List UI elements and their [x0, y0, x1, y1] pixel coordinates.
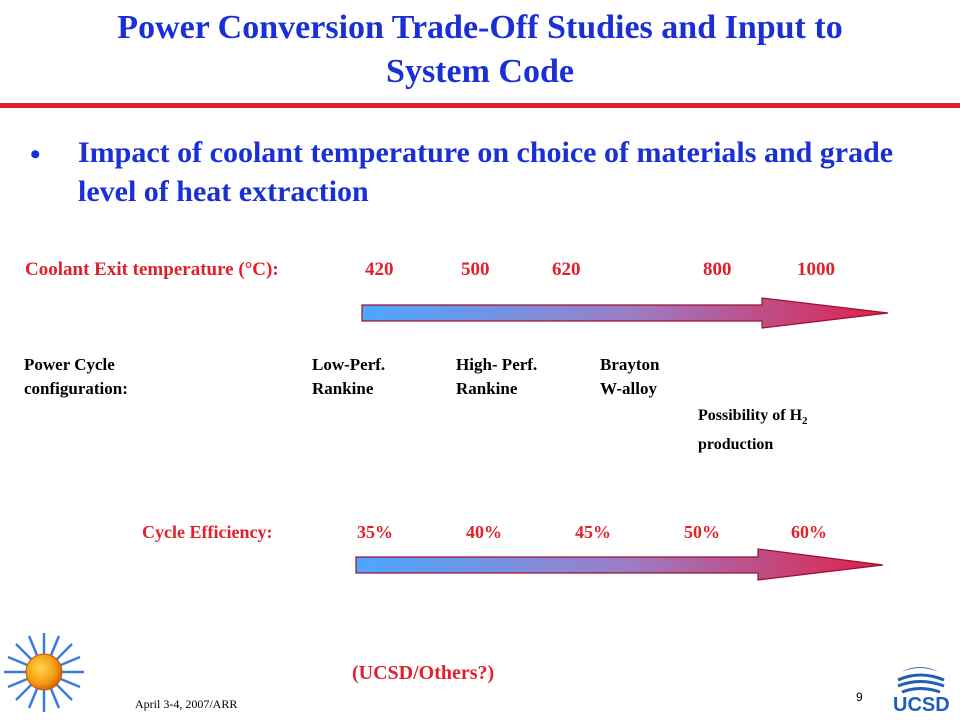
ucsd-logo-icon	[897, 667, 945, 694]
config-line2: Rankine	[312, 379, 374, 398]
config-high-perf-rankine: High- Perf. Rankine	[456, 353, 537, 401]
temp-620: 620	[552, 259, 581, 280]
config-line1: Low-Perf.	[312, 355, 386, 374]
h2-text: Possibility of H	[698, 407, 803, 424]
efficiency-label: Cycle Efficiency:	[142, 522, 273, 542]
h2-production-note: Possibility of H2 production	[698, 404, 808, 457]
power-cycle-label-line2: configuration:	[24, 379, 128, 398]
slide-title: Power Conversion Trade-Off Studies and I…	[0, 6, 960, 94]
bullet-marker: •	[30, 138, 41, 171]
eff-60: 60%	[791, 522, 827, 542]
ucsd-others-note: (UCSD/Others?)	[352, 662, 495, 684]
h2-line1: Possibility of H2	[698, 404, 808, 433]
temp-1000: 1000	[797, 259, 835, 280]
bullet-text: Impact of coolant temperature on choice …	[78, 136, 894, 208]
temp-800: 800	[703, 259, 732, 280]
eff-40: 40%	[466, 522, 502, 542]
page-number: 9	[856, 690, 863, 704]
temperature-arrow	[361, 297, 889, 329]
config-line1: Brayton	[600, 355, 660, 374]
title-line-2: System Code	[386, 53, 574, 90]
ucsd-logo-text: UCSD	[893, 694, 950, 716]
temp-500: 500	[461, 259, 490, 280]
footer-date: April 3-4, 2007/ARR	[135, 697, 238, 711]
h2-subscript: 2	[802, 415, 808, 428]
eff-35: 35%	[357, 522, 393, 542]
power-cycle-label-line1: Power Cycle	[24, 355, 115, 374]
eff-50: 50%	[684, 522, 720, 542]
config-low-perf-rankine: Low-Perf. Rankine	[312, 353, 385, 401]
sun-logo-icon	[4, 633, 84, 712]
title-divider	[0, 103, 960, 108]
h2-line2: production	[698, 436, 774, 454]
temp-420: 420	[365, 259, 394, 280]
config-line2: W-alloy	[600, 379, 657, 398]
config-line1: High- Perf.	[456, 355, 538, 374]
power-cycle-label: Power Cycle configuration:	[24, 353, 128, 401]
config-line2: Rankine	[456, 379, 518, 398]
eff-45: 45%	[575, 522, 611, 542]
coolant-label: Coolant Exit temperature (°C):	[25, 259, 279, 280]
title-line-1: Power Conversion Trade-Off Studies and I…	[117, 9, 843, 46]
efficiency-arrow	[355, 548, 884, 581]
config-brayton-w-alloy: Brayton W-alloy	[600, 353, 660, 401]
